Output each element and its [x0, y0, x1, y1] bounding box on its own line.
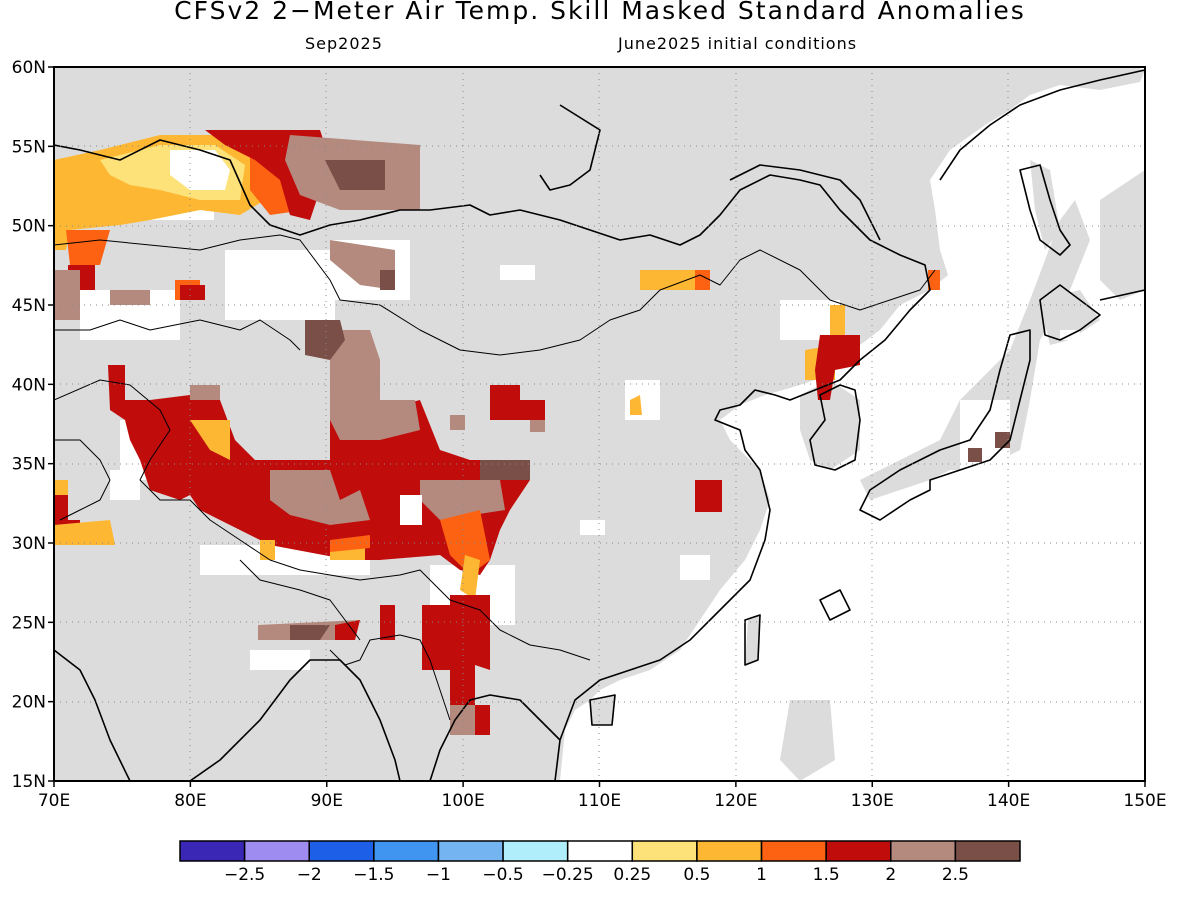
lon-label: 100E: [442, 791, 485, 811]
data-field: [54, 67, 1145, 781]
lon-label: 120E: [714, 791, 757, 811]
lat-label: 20N: [12, 693, 46, 713]
colorbar-swatch: [437, 840, 504, 862]
colorbar-swatch: [566, 840, 634, 862]
colorbar-label: 0.25: [613, 865, 651, 885]
colorbar-label: −2: [297, 865, 322, 885]
colorbar-labels: −2.5 −2 −1.5 −1 −0.5 −0.25 0.25 0.5 1 1.5 2 2.5: [224, 865, 969, 885]
longitude-labels: 70E 80E 90E 100E 110E 120E 130E 140E 150E: [38, 791, 1167, 811]
taiwan-grey: [745, 615, 760, 665]
lat-label: 15N: [12, 772, 46, 792]
korea-grey: [800, 380, 860, 470]
colorbar-swatch: [825, 840, 892, 862]
gridlines: [54, 67, 1145, 781]
colorbar-swatch: [760, 840, 827, 862]
hainan-grey: [590, 695, 615, 725]
colorbar-swatch: [373, 840, 440, 862]
chart-title: CFSv2 2−Meter Air Temp. Skill Masked Sta…: [174, 0, 1026, 25]
lon-label: 130E: [851, 791, 894, 811]
colorbar-swatch: [696, 840, 763, 862]
colorbar-label: 0.5: [683, 865, 710, 885]
borders: [54, 234, 936, 721]
sakhalin-grey: [1030, 160, 1060, 250]
colorbar-swatch: [502, 840, 569, 862]
axis-ticks: [48, 66, 1146, 787]
lat-label: 30N: [12, 534, 46, 554]
land-grey: [54, 67, 1145, 781]
lon-label: 80E: [174, 791, 206, 811]
coastlines: [54, 69, 1145, 781]
colorbar-label: −2.5: [224, 865, 265, 885]
lat-label: 60N: [12, 58, 46, 78]
lon-label: 150E: [1123, 791, 1166, 811]
colorbar-label: −1: [426, 865, 451, 885]
lat-label: 55N: [12, 137, 46, 157]
colorbar-label: −1.5: [353, 865, 394, 885]
lon-label: 70E: [38, 791, 70, 811]
colorbar-swatch: [243, 840, 310, 862]
lat-label: 35N: [12, 455, 46, 475]
warm-yunnan: [258, 595, 490, 735]
colorbar-swatch: [890, 840, 957, 862]
colorbar: [179, 840, 1021, 862]
kamchatka-grey: [1100, 170, 1145, 300]
warm-afghanistan: [54, 480, 115, 545]
lat-label: 45N: [12, 296, 46, 316]
colorbar-label: 2: [885, 865, 896, 885]
colorbar-swatch: [308, 840, 375, 862]
colorbar-label: 2.5: [942, 865, 969, 885]
lon-label: 140E: [987, 791, 1030, 811]
subtitle-month: Sep2025: [305, 34, 383, 53]
lon-label: 110E: [578, 791, 621, 811]
lon-label: 90E: [311, 791, 343, 811]
philippines-grey: [780, 700, 835, 781]
warm-tibet: [108, 320, 545, 600]
brown-mongolia: [285, 135, 420, 290]
colorbar-label: −0.25: [542, 865, 594, 885]
colorbar-swatch: [631, 840, 698, 862]
lat-label: 50N: [12, 217, 46, 237]
colorbar-label: −0.5: [482, 865, 523, 885]
colorbar-swatch: [954, 840, 1021, 862]
warm-northeast: [630, 270, 1010, 512]
colorbar-swatch: [179, 840, 246, 862]
lat-label: 40N: [12, 375, 46, 395]
lat-label: 25N: [12, 613, 46, 633]
subtitle-init: June2025 initial conditions: [618, 34, 858, 53]
colorbar-label: 1: [756, 865, 767, 885]
latitude-labels: 60N 55N 50N 45N 40N 35N 30N 25N 20N 15N: [12, 58, 46, 792]
colorbar-label: 1.5: [813, 865, 840, 885]
